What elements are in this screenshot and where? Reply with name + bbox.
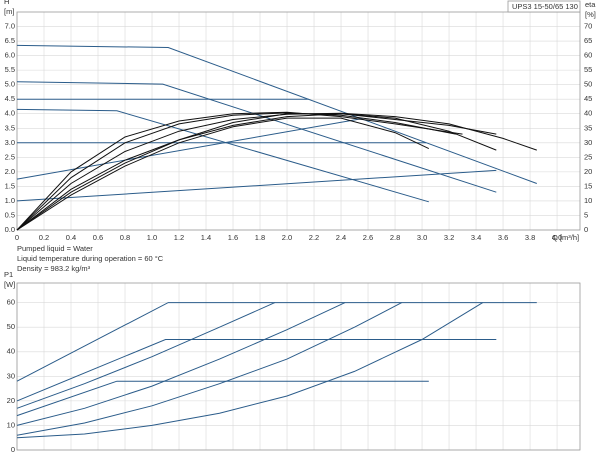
x-tick-label: 0.4: [66, 233, 76, 242]
y2-tick-label: 20: [584, 167, 592, 176]
y-tick-label: 0.0: [5, 225, 15, 234]
y-axis-label: P1: [4, 270, 13, 279]
x-tick-label: 4.0: [552, 233, 562, 242]
y-tick-label: 1.0: [5, 196, 15, 205]
curve: [16, 169, 497, 202]
plot-frame: [16, 11, 581, 231]
note: Pumped liquid = Water: [17, 244, 93, 253]
x-tick-label: 3.6: [498, 233, 508, 242]
y2-tick-label: 40: [584, 109, 592, 118]
x-tick-label: 3.2: [444, 233, 454, 242]
curve: [16, 118, 362, 180]
efficiency-curve: [16, 113, 497, 231]
chart-title: UPS3 15-50/65 130: [512, 2, 578, 11]
efficiency-curve: [16, 111, 463, 231]
x-tick-label: 3.8: [525, 233, 535, 242]
title-box: [507, 0, 581, 13]
x-tick-label: 1.8: [255, 233, 265, 242]
y-tick-label: 4.0: [5, 109, 15, 118]
curve: [16, 44, 537, 184]
efficiency-curve: [16, 117, 430, 231]
y-tick-label: 0: [11, 445, 15, 454]
curve: [16, 302, 484, 439]
note: Liquid temperature during operation = 60…: [17, 254, 164, 263]
y2-tick-label: 30: [584, 138, 592, 147]
y2-tick-label: 35: [584, 123, 592, 132]
y-axis-label: [m]: [4, 7, 14, 16]
y2-tick-label: 0: [584, 225, 588, 234]
y2-tick-label: 70: [584, 22, 592, 31]
y-tick-label: 4.5: [5, 94, 15, 103]
y2-tick-label: 65: [584, 36, 592, 45]
x-tick-label: 1.4: [201, 233, 211, 242]
efficiency-curve: [16, 112, 456, 231]
y2-tick-label: 60: [584, 51, 592, 60]
y-axis-label: [W]: [4, 280, 15, 289]
x-tick-label: 2.4: [336, 233, 346, 242]
y-tick-label: 2.0: [5, 167, 15, 176]
y2-tick-label: 15: [584, 181, 592, 190]
y2-axis-label: [%]: [585, 10, 596, 19]
y-tick-label: 6.5: [5, 36, 15, 45]
y-tick-label: 10: [7, 420, 15, 429]
y2-tick-label: 50: [584, 80, 592, 89]
curve: [16, 81, 497, 193]
y-tick-label: 6.0: [5, 51, 15, 60]
curve: [16, 380, 429, 417]
y2-tick-label: 45: [584, 94, 592, 103]
y-tick-label: 30: [7, 371, 15, 380]
y-tick-label: 5.5: [5, 65, 15, 74]
y-tick-label: 0.5: [5, 210, 15, 219]
y-axis-label: H: [4, 0, 9, 6]
y-tick-label: 2.5: [5, 152, 15, 161]
curve: [16, 108, 429, 203]
x-tick-label: 2.6: [363, 233, 373, 242]
x-tick-label: 2.2: [309, 233, 319, 242]
x-tick-label: 0.8: [120, 233, 130, 242]
curve: [16, 302, 276, 409]
y2-tick-label: 25: [584, 152, 592, 161]
x-axis-label: Q [m³/h]: [552, 233, 579, 242]
y2-tick-label: 10: [584, 196, 592, 205]
x-tick-label: 1.2: [174, 233, 184, 242]
y-tick-label: 7.0: [5, 22, 15, 31]
x-tick-label: 3.0: [417, 233, 427, 242]
curve: [16, 302, 346, 426]
y2-tick-label: 55: [584, 65, 592, 74]
x-tick-label: 0: [15, 233, 19, 242]
x-tick-label: 0.2: [39, 233, 49, 242]
y2-axis-label: eta: [585, 0, 596, 9]
x-tick-label: 2.0: [282, 233, 292, 242]
y-tick-label: 60: [7, 298, 15, 307]
y-tick-label: 3.5: [5, 123, 15, 132]
x-tick-label: 0.6: [93, 233, 103, 242]
note: Density = 983.2 kg/m³: [17, 264, 91, 273]
y-tick-label: 40: [7, 347, 15, 356]
curve: [16, 339, 497, 402]
x-tick-label: 1.0: [147, 233, 157, 242]
y2-tick-label: 5: [584, 210, 588, 219]
y-tick-label: 3.0: [5, 138, 15, 147]
y-tick-label: 5.0: [5, 80, 15, 89]
curve: [16, 302, 537, 382]
y-tick-label: 50: [7, 322, 15, 331]
x-tick-label: 3.4: [471, 233, 481, 242]
x-tick-label: 1.6: [228, 233, 238, 242]
curve: [16, 302, 403, 436]
y-tick-label: 20: [7, 396, 15, 405]
x-tick-label: 2.8: [390, 233, 400, 242]
efficiency-curve: [16, 113, 497, 231]
plot-frame: [16, 282, 581, 451]
y-tick-label: 1.5: [5, 181, 15, 190]
